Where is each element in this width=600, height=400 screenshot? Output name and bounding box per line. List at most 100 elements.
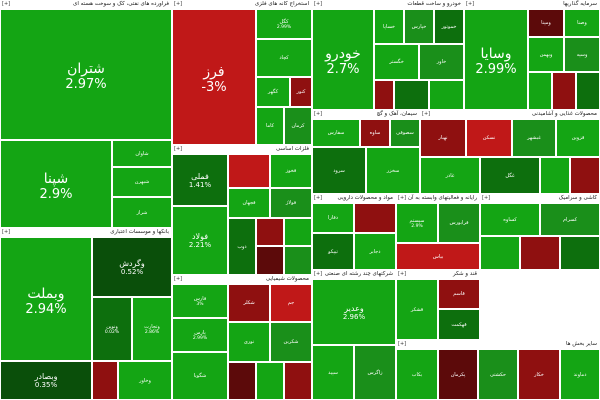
sector-tech[interactable]: [+] رایانه و فعالیتهای وابسته به آن سیست… xyxy=(396,194,480,270)
expand-button[interactable]: [+] xyxy=(422,111,431,117)
sector-metals[interactable]: [+] فلزات اساسی فملی 1.41% فولاد 2.21% ف… xyxy=(172,145,312,275)
tile-farabourse[interactable]: فرابورس xyxy=(438,203,480,243)
tile-saveh[interactable]: ساوه xyxy=(360,119,390,147)
tile-shetran[interactable]: شتران 2.97% xyxy=(0,9,172,140)
tile-dfara[interactable]: دفارا xyxy=(312,203,354,233)
tile-petro-minor[interactable] xyxy=(228,362,256,400)
tile-auto-minor[interactable] xyxy=(429,80,464,110)
tile-ghgol[interactable]: غگل xyxy=(480,157,540,194)
tile-kerman[interactable]: کرمان xyxy=(284,107,312,145)
tile-petro-minor[interactable] xyxy=(284,362,312,400)
tile-fameli[interactable]: فملی 1.41% xyxy=(172,154,228,206)
tile-foolad[interactable]: فولاد 2.21% xyxy=(172,206,228,275)
tile-metal-minor[interactable] xyxy=(228,154,270,188)
tile-khodro[interactable]: خودرو 2.7% xyxy=(312,9,374,110)
tile-ghazar[interactable]: غاذر xyxy=(420,157,480,194)
tile-khgostar[interactable]: خگستر xyxy=(374,44,419,80)
tile-shavan[interactable]: شاوان xyxy=(112,140,172,167)
sector-mining[interactable]: [+] استخراج کانه های فلزی فرز -3% کگل 2.… xyxy=(172,0,312,145)
tile-fars[interactable]: فارس 3% xyxy=(172,284,228,318)
expand-button[interactable]: [+] xyxy=(398,271,407,277)
tile-ghasem[interactable]: قاسم xyxy=(438,279,480,309)
tile-fajahan[interactable]: فجهان xyxy=(228,188,270,218)
expand-button[interactable]: [+] xyxy=(174,1,183,7)
tile-kegol[interactable]: کگل 2.99% xyxy=(256,9,312,39)
tile-bakab[interactable]: بکاب xyxy=(396,349,438,400)
sector-petrochem[interactable]: [+] محصولات شیمیایی فارس 3% پارس 2.99% ش… xyxy=(172,275,312,400)
tile-vghadir[interactable]: وعدیر 2.96% xyxy=(312,279,396,345)
tile-food-minor[interactable] xyxy=(540,157,570,194)
expand-button[interactable]: [+] xyxy=(466,1,475,7)
tile-kenvar[interactable]: کنور xyxy=(290,77,312,107)
tile-vgardesh[interactable]: وگردش 0.52% xyxy=(92,237,172,297)
tile-damavand[interactable]: دماوند xyxy=(560,349,600,400)
sector-food[interactable]: [+] محصولات غذایی و آشامیدنی نهبار نسکن … xyxy=(420,110,600,194)
expand-button[interactable]: [+] xyxy=(398,341,407,347)
tile-nahbar[interactable]: نهبار xyxy=(420,119,466,157)
tile-sfars[interactable]: سفارس xyxy=(312,119,360,147)
tile-petro-minor[interactable] xyxy=(256,362,284,400)
sector-holding[interactable]: [+] شرکتهای چند رشته ای صنعتی وعدیر 2.96… xyxy=(312,270,396,400)
tile-system[interactable]: سیستم 2.9% xyxy=(396,203,438,243)
tile-vkhavar[interactable]: وخاور xyxy=(118,361,172,400)
tile-zob[interactable]: ذوب xyxy=(228,218,256,275)
expand-button[interactable]: [+] xyxy=(174,146,183,152)
sector-sugar[interactable]: [+] قند و شکر قشکر قاسم قهکمت xyxy=(396,270,480,340)
tile-pars[interactable]: پارس 2.99% xyxy=(172,318,228,352)
tile-fakhooz[interactable]: فخوز xyxy=(270,154,312,188)
tile-invest-minor[interactable] xyxy=(576,72,600,110)
tile-kama[interactable]: کاما xyxy=(256,107,284,145)
tile-jam[interactable]: جم xyxy=(270,284,312,322)
tile-sepid[interactable]: سپید xyxy=(312,345,354,400)
tile-food-minor[interactable] xyxy=(570,157,600,194)
tile-vsaya[interactable]: وسایا 2.99% xyxy=(464,9,528,110)
tile-vbsader[interactable]: وبصادر 0.35% xyxy=(0,361,92,400)
sector-pharma[interactable]: [+] مواد و محصولات دارویی دفارا تیپکو دج… xyxy=(312,194,396,270)
tile-noori[interactable]: نوری xyxy=(228,322,270,362)
tile-naskan[interactable]: نسکن xyxy=(466,119,512,157)
tile-shkolor[interactable]: شکلر xyxy=(228,284,270,322)
tile-zagros[interactable]: زاگرس xyxy=(354,345,396,400)
tile-metal-minor[interactable] xyxy=(256,218,284,246)
tile-ceramic-minor[interactable] xyxy=(520,236,560,270)
tile-srod[interactable]: سرود xyxy=(312,147,366,194)
tile-shebharan[interactable]: شبهرن xyxy=(112,167,172,197)
tile-khpars[interactable]: خپارس xyxy=(404,9,434,44)
expand-button[interactable]: [+] xyxy=(482,195,491,201)
tile-vnovin[interactable]: ونوین 0.02% xyxy=(92,297,132,361)
tile-bank-minor[interactable] xyxy=(92,361,118,400)
expand-button[interactable]: [+] xyxy=(2,229,11,235)
tile-kseram[interactable]: کسرام xyxy=(540,203,600,236)
expand-button[interactable]: [+] xyxy=(174,276,183,282)
expand-button[interactable]: [+] xyxy=(314,195,323,201)
tile-vbemellat[interactable]: وبملت 2.94% xyxy=(0,237,92,361)
expand-button[interactable]: [+] xyxy=(314,1,323,7)
tile-bias[interactable]: بیاس xyxy=(396,243,480,270)
tile-ssofi[interactable]: سصوفی xyxy=(390,119,420,147)
expand-button[interactable]: [+] xyxy=(2,1,11,7)
sector-investment[interactable]: [+] سرمایه گذاریها وسایا 2.99% ومپنا وصن… xyxy=(464,0,600,110)
tile-auto-minor[interactable] xyxy=(374,80,394,110)
tile-khmotor[interactable]: خموتور xyxy=(434,9,464,44)
tile-kechad[interactable]: کچاد xyxy=(256,39,312,77)
tile-ghazvin[interactable]: قزوین xyxy=(556,119,600,157)
sector-oil-products[interactable]: [+] فراورده های نفتی، کک و سوخت هسته ای … xyxy=(0,0,172,228)
sector-banks[interactable]: [+] بانکها و موسسات اعتباری وبملت 2.94% … xyxy=(0,228,172,400)
tile-hkashti[interactable]: حکشتی xyxy=(478,349,518,400)
expand-button[interactable]: [+] xyxy=(314,111,323,117)
tile-pkerman[interactable]: پکرمان xyxy=(438,349,478,400)
tile-khsapa[interactable]: خساپا xyxy=(374,9,404,44)
tile-ghshekar[interactable]: قشکر xyxy=(396,279,438,340)
tile-ksaveh[interactable]: کساوه xyxy=(480,203,540,236)
tile-ghhekmat[interactable]: قهکمت xyxy=(438,309,480,340)
tile-khkar[interactable]: خکار xyxy=(518,349,560,400)
tile-vsepah[interactable]: وسپه xyxy=(564,37,600,72)
tile-djaber[interactable]: دجابر xyxy=(354,233,396,270)
sector-cement[interactable]: [+] سیمان، آهک و گچ سفارس ساوه سصوفی سرو… xyxy=(312,110,420,194)
tile-invest-minor[interactable] xyxy=(552,72,576,110)
tile-invest-minor[interactable] xyxy=(528,72,552,110)
tile-metal-minor[interactable] xyxy=(284,246,312,275)
tile-vtejarat[interactable]: وتجارت 2.86% xyxy=(132,297,172,361)
expand-button[interactable]: [+] xyxy=(398,195,407,201)
tile-ceramic-minor[interactable] xyxy=(560,236,600,270)
